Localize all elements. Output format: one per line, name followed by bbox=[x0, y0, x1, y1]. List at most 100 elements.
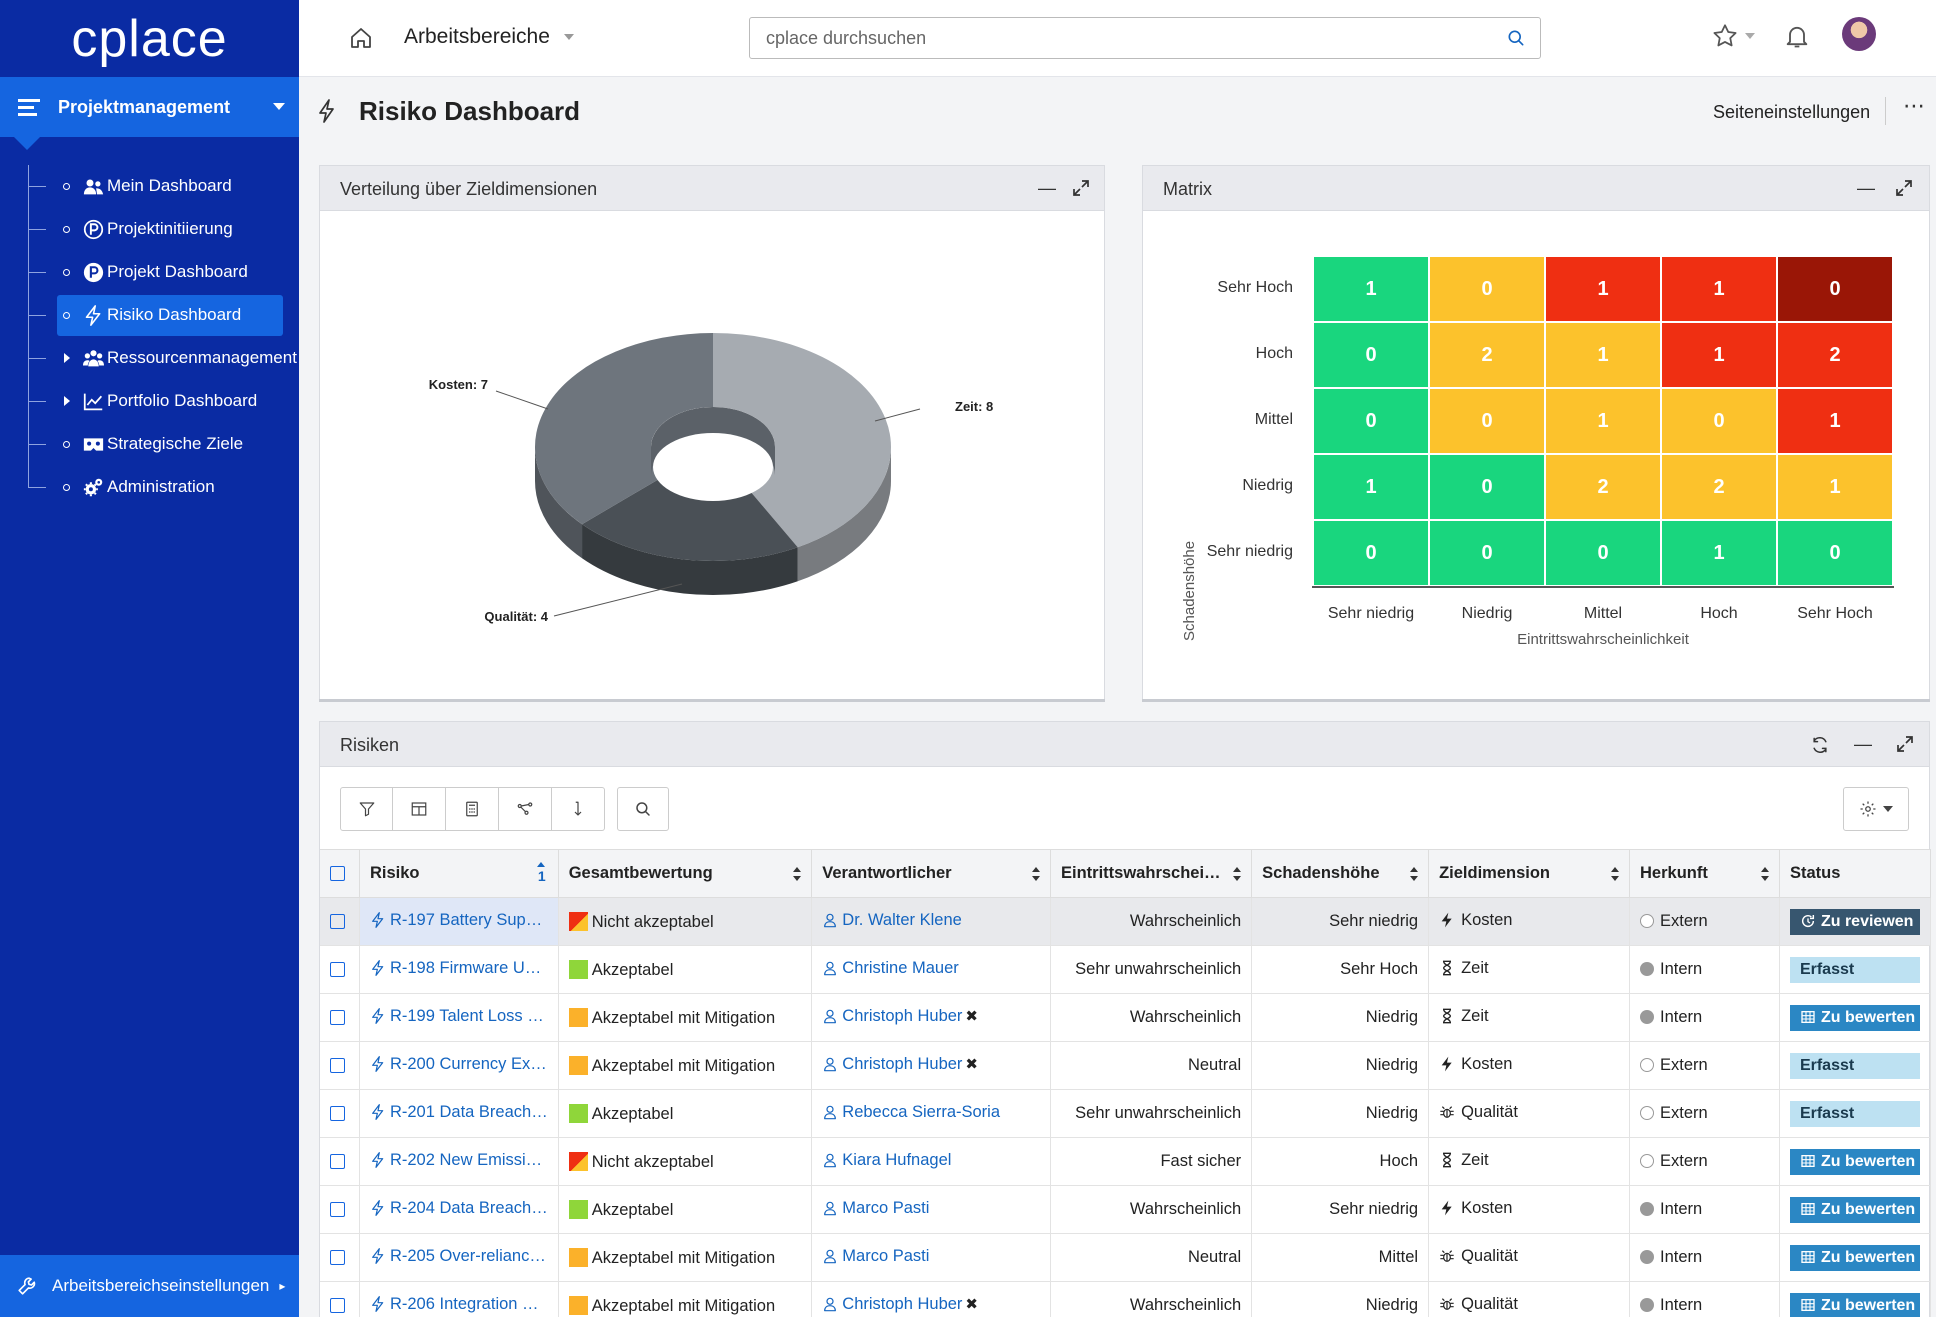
risk-link[interactable]: R-199 Talent Loss … bbox=[389, 1006, 544, 1025]
matrix-cell[interactable]: 0 bbox=[1777, 520, 1893, 586]
status-badge[interactable]: Zu bewerten bbox=[1789, 1004, 1920, 1031]
status-badge[interactable]: Zu bewerten bbox=[1789, 1148, 1920, 1175]
column-header-origin[interactable]: Herkunft bbox=[1629, 849, 1780, 898]
column-header-owner[interactable]: Verantwortlicher bbox=[811, 849, 1052, 898]
column-header-dimension[interactable]: Zieldimension bbox=[1428, 849, 1630, 898]
owner-link[interactable]: Marco Pasti bbox=[842, 1198, 930, 1217]
row-checkbox[interactable] bbox=[330, 1010, 345, 1026]
matrix-cell[interactable]: 0 bbox=[1429, 454, 1545, 520]
hierarchy-button[interactable] bbox=[499, 787, 552, 831]
expand-icon[interactable] bbox=[1072, 179, 1090, 197]
matrix-cell[interactable]: 2 bbox=[1429, 322, 1545, 388]
column-header-rating[interactable]: Gesamtbewertung bbox=[558, 849, 813, 898]
table-row[interactable]: R-199 Talent Loss … Akzeptabel mit Mitiga… bbox=[320, 993, 1931, 1042]
status-badge[interactable]: Zu bewerten bbox=[1789, 1244, 1920, 1271]
owner-link[interactable]: Rebecca Sierra-Soria bbox=[842, 1102, 1001, 1121]
donut-slice-zeit[interactable] bbox=[713, 333, 892, 548]
status-badge[interactable]: Erfasst bbox=[1789, 1052, 1920, 1079]
matrix-cell[interactable]: 2 bbox=[1661, 454, 1777, 520]
row-checkbox[interactable] bbox=[330, 1058, 345, 1074]
matrix-cell[interactable]: 0 bbox=[1429, 388, 1545, 454]
row-checkbox[interactable] bbox=[330, 962, 345, 978]
matrix-cell[interactable]: 1 bbox=[1545, 322, 1661, 388]
matrix-cell[interactable]: 1 bbox=[1545, 256, 1661, 322]
matrix-cell[interactable]: 0 bbox=[1429, 520, 1545, 586]
owner-link[interactable]: Kiara Hufnagel bbox=[842, 1150, 952, 1169]
avatar[interactable] bbox=[1842, 17, 1876, 51]
sidebar-item-risiko-dashboard[interactable]: Risiko Dashboard bbox=[0, 294, 299, 337]
status-badge[interactable]: Zu bewerten bbox=[1789, 1292, 1920, 1317]
page-settings-button[interactable]: Seiteneinstellungen bbox=[1713, 102, 1871, 122]
close-icon[interactable]: ✖ bbox=[965, 1007, 978, 1025]
table-row[interactable]: R-202 New Emissi… Nicht akzeptabel Kiara H… bbox=[320, 1137, 1931, 1186]
close-icon[interactable]: ✖ bbox=[965, 1295, 978, 1313]
matrix-cell[interactable]: 1 bbox=[1777, 388, 1893, 454]
status-badge[interactable]: Zu bewerten bbox=[1789, 1196, 1920, 1223]
matrix-cell[interactable]: 1 bbox=[1661, 520, 1777, 586]
filter-button[interactable] bbox=[340, 787, 393, 831]
workspace-selector[interactable]: Projektmanagement bbox=[0, 77, 299, 137]
matrix-cell[interactable]: 2 bbox=[1777, 322, 1893, 388]
refresh-icon[interactable] bbox=[1810, 735, 1830, 755]
column-header-risk[interactable]: Risiko 1 bbox=[359, 849, 559, 898]
select-all-checkbox[interactable] bbox=[330, 866, 345, 882]
table-row[interactable]: R-197 Battery Sup… Nicht akzeptabel Dr. Wa… bbox=[320, 897, 1931, 946]
table-row[interactable]: R-204 Data Breach… Akzeptabel Marco Pasti W… bbox=[320, 1185, 1931, 1234]
risk-link[interactable]: R-200 Currency Ex… bbox=[389, 1054, 547, 1073]
workspace-settings-link[interactable]: Arbeitsbereichseinstellungen ▸ bbox=[0, 1255, 299, 1317]
minimize-button[interactable]: — bbox=[1038, 178, 1056, 198]
row-checkbox[interactable] bbox=[330, 1202, 345, 1218]
sidebar-item-strategische-ziele[interactable]: Strategische Ziele bbox=[0, 423, 299, 466]
column-header-probability[interactable]: Eintrittswahrschei… bbox=[1050, 849, 1253, 898]
calculator-button[interactable] bbox=[446, 787, 499, 831]
expand-arrow-icon[interactable] bbox=[64, 396, 70, 406]
donut-slice-kosten[interactable] bbox=[534, 333, 713, 525]
columns-button[interactable] bbox=[393, 787, 446, 831]
risk-link[interactable]: R-204 Data Breach… bbox=[389, 1198, 548, 1217]
matrix-cell[interactable]: 0 bbox=[1661, 388, 1777, 454]
expand-arrow-icon[interactable] bbox=[64, 353, 70, 363]
minimize-button[interactable]: — bbox=[1857, 178, 1875, 198]
minimize-button[interactable]: — bbox=[1854, 734, 1872, 754]
matrix-cell[interactable]: 1 bbox=[1545, 388, 1661, 454]
row-checkbox[interactable] bbox=[330, 1154, 345, 1170]
favorites-button[interactable] bbox=[1711, 22, 1755, 50]
matrix-cell[interactable]: 0 bbox=[1313, 388, 1429, 454]
expand-icon[interactable] bbox=[1895, 179, 1913, 197]
risk-link[interactable]: R-197 Battery Sup… bbox=[389, 910, 543, 929]
risk-link[interactable]: R-202 New Emissi… bbox=[389, 1150, 543, 1169]
row-checkbox[interactable] bbox=[330, 1298, 345, 1314]
matrix-cell[interactable]: 0 bbox=[1545, 520, 1661, 586]
sidebar-item-portfolio-dashboard[interactable]: Portfolio Dashboard bbox=[0, 380, 299, 423]
expand-icon[interactable] bbox=[1896, 735, 1914, 753]
column-header-status[interactable]: Status bbox=[1779, 849, 1931, 898]
owner-link[interactable]: Christoph Huber bbox=[842, 1054, 963, 1073]
table-search-button[interactable] bbox=[617, 787, 669, 831]
home-icon[interactable] bbox=[349, 26, 373, 50]
more-options-button[interactable]: ⋯ bbox=[1903, 93, 1926, 118]
row-checkbox[interactable] bbox=[330, 1250, 345, 1266]
status-badge[interactable]: Erfasst bbox=[1789, 956, 1920, 983]
sidebar-item-administration[interactable]: Administration bbox=[0, 466, 299, 509]
matrix-cell[interactable]: 0 bbox=[1777, 256, 1893, 322]
risk-link[interactable]: R-201 Data Breach… bbox=[389, 1102, 548, 1121]
table-row[interactable]: R-198 Firmware U… Akzeptabel Christine Mau… bbox=[320, 945, 1931, 994]
status-badge[interactable]: Zu reviewen bbox=[1789, 908, 1920, 935]
matrix-cell[interactable]: 0 bbox=[1313, 520, 1429, 586]
cplace-logo[interactable]: cplace bbox=[71, 9, 228, 68]
row-checkbox[interactable] bbox=[330, 914, 345, 930]
matrix-cell[interactable]: 1 bbox=[1661, 322, 1777, 388]
table-settings-button[interactable] bbox=[1843, 787, 1909, 831]
matrix-cell[interactable]: 2 bbox=[1545, 454, 1661, 520]
owner-link[interactable]: Marco Pasti bbox=[842, 1246, 930, 1265]
table-row[interactable]: R-201 Data Breach… Akzeptabel Rebecca Sier… bbox=[320, 1089, 1931, 1138]
matrix-cell[interactable]: 0 bbox=[1429, 256, 1545, 322]
owner-link[interactable]: Dr. Walter Klene bbox=[842, 910, 962, 929]
owner-link[interactable]: Christine Mauer bbox=[842, 958, 959, 977]
row-checkbox[interactable] bbox=[330, 1106, 345, 1122]
close-icon[interactable]: ✖ bbox=[965, 1055, 978, 1073]
workspaces-dropdown[interactable]: Arbeitsbereiche bbox=[404, 25, 574, 49]
matrix-cell[interactable]: 1 bbox=[1661, 256, 1777, 322]
sidebar-item-projektinitiierung[interactable]: Projektinitiierung bbox=[0, 208, 299, 251]
matrix-cell[interactable]: 0 bbox=[1313, 322, 1429, 388]
